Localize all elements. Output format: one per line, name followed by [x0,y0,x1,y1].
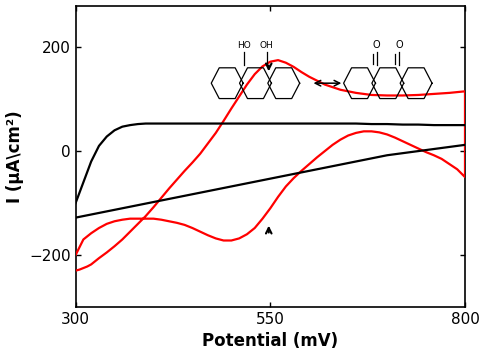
Y-axis label: I (μA\cm²): I (μA\cm²) [5,110,24,203]
X-axis label: Potential (mV): Potential (mV) [202,333,338,350]
